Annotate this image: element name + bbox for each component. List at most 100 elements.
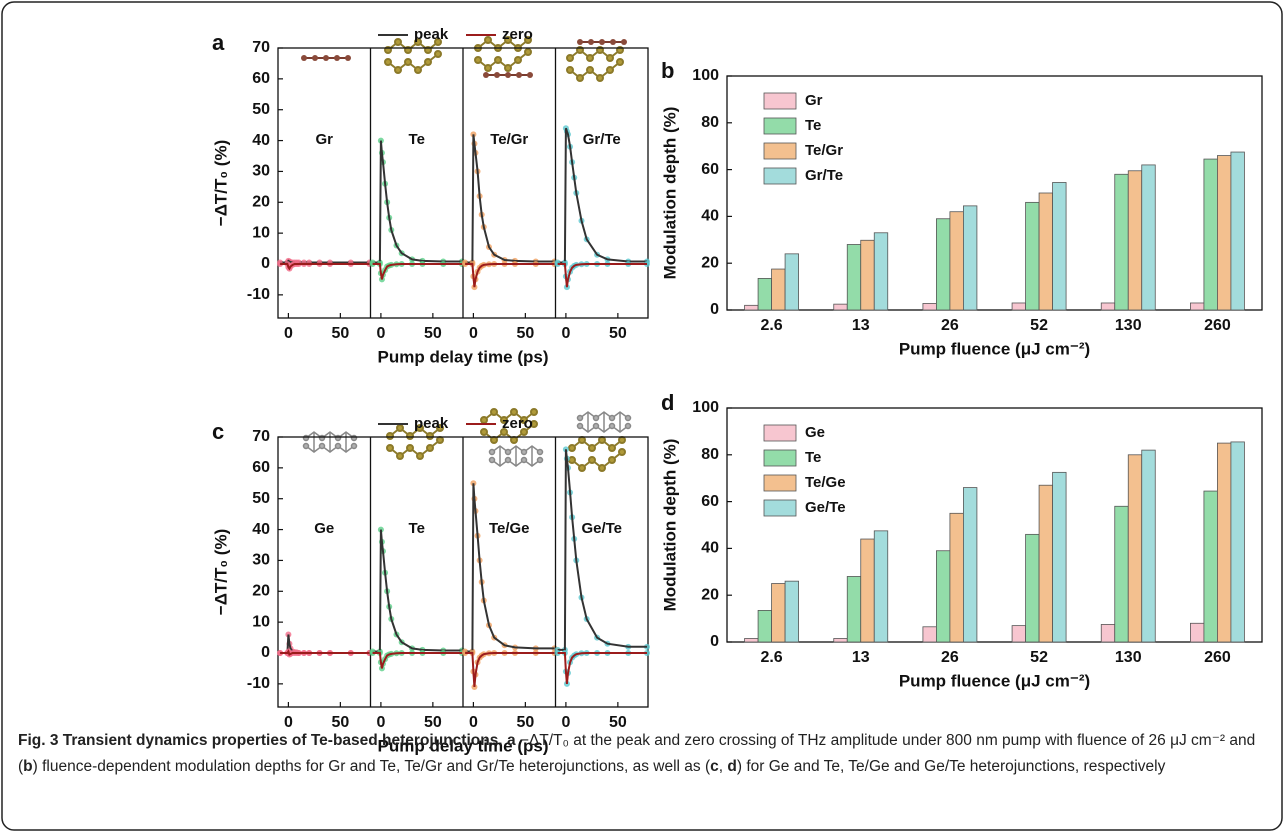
- bar: [1025, 533, 1040, 643]
- x-tick-label: 13: [852, 649, 870, 666]
- legend-swatch: [763, 117, 797, 135]
- x-tick-label: 50: [516, 325, 534, 342]
- x-tick-label: 0: [469, 714, 478, 731]
- x-tick-label: 0: [561, 325, 570, 342]
- bar: [922, 303, 937, 311]
- bar: [846, 244, 862, 311]
- axes-frame: [726, 407, 1263, 643]
- bar: [860, 239, 875, 311]
- y-tick-label: 0: [261, 255, 270, 272]
- x-tick-label: 50: [331, 714, 349, 731]
- bar: [963, 205, 978, 311]
- y-tick-label: 40: [252, 521, 270, 538]
- panel-label: b: [661, 58, 674, 83]
- y-tick-label: 40: [252, 132, 270, 149]
- x-tick-label: 130: [1115, 317, 1142, 334]
- caption-text: c: [710, 758, 719, 775]
- caption-text: ) fluence-dependent modulation depths fo…: [32, 758, 711, 775]
- x-tick-label: 260: [1204, 317, 1231, 334]
- bar: [1052, 182, 1067, 311]
- y-tick-label: 10: [252, 613, 270, 630]
- bar: [1230, 151, 1245, 311]
- bar: [922, 626, 937, 643]
- x-tick-label: 52: [1030, 649, 1048, 666]
- y-tick-label: -10: [247, 675, 270, 692]
- data-point: [554, 261, 561, 267]
- bar: [1038, 192, 1053, 311]
- legend-label: Gr: [805, 92, 823, 109]
- subplot-label: Te/Gr: [490, 131, 528, 148]
- caption-text: a: [506, 732, 516, 749]
- panel-label: c: [212, 419, 224, 444]
- bar: [784, 580, 799, 643]
- subplot-label: Gr: [315, 131, 333, 148]
- y-tick-label: 40: [701, 208, 719, 225]
- x-tick-label: 50: [424, 325, 442, 342]
- bar: [860, 538, 875, 643]
- y-tick-label: -10: [247, 286, 270, 303]
- legend-swatch: [763, 449, 797, 467]
- x-tick-label: 13: [852, 317, 870, 334]
- x-tick-label: 0: [376, 325, 385, 342]
- x-tick-label: 50: [609, 325, 627, 342]
- caption-text: Fig. 3 Transient dynamics properties of …: [18, 732, 503, 749]
- x-axis-label: Pump delay time (ps): [378, 347, 549, 366]
- bar: [771, 268, 786, 311]
- bar: [784, 253, 799, 311]
- bar: [1025, 201, 1040, 311]
- fit-line: [557, 449, 647, 651]
- fit-line: [557, 127, 647, 264]
- legend-swatch: [763, 142, 797, 160]
- bar: [1011, 625, 1026, 643]
- bar: [1217, 155, 1232, 311]
- bar: [1127, 454, 1143, 643]
- bar: [833, 303, 848, 311]
- data-point: [462, 650, 469, 656]
- x-tick-label: 52: [1030, 317, 1048, 334]
- legend-label: Te/Gr: [805, 142, 843, 159]
- x-tick-label: 50: [516, 714, 534, 731]
- y-tick-label: 40: [701, 540, 719, 557]
- bar: [1230, 441, 1245, 643]
- bar: [1141, 449, 1156, 643]
- bar: [1217, 442, 1232, 643]
- x-tick-label: 0: [284, 714, 293, 731]
- bar: [833, 638, 848, 643]
- x-tick-label: 26: [941, 317, 959, 334]
- bar: [936, 218, 951, 311]
- caption-text: d: [727, 758, 737, 775]
- data-point: [277, 650, 284, 656]
- x-tick-label: 0: [561, 714, 570, 731]
- caption-text: −ΔT/T₀ at the peak and zero crossing of …: [18, 732, 1256, 775]
- axes-frame: [726, 75, 1263, 311]
- y-tick-label: 20: [701, 254, 719, 271]
- panel-label: d: [661, 390, 674, 415]
- x-tick-label: 2.6: [760, 649, 782, 666]
- y-tick-label: 10: [252, 224, 270, 241]
- x-tick-label: 0: [284, 325, 293, 342]
- legend-label: peak: [414, 26, 449, 43]
- subplot-label: Ge/Te: [581, 520, 622, 537]
- fit-line: [465, 652, 555, 687]
- legend-swatch: [763, 499, 797, 517]
- fit-line: [557, 652, 647, 685]
- inset-structures: [300, 36, 632, 472]
- fit-line: [372, 529, 462, 653]
- bar: [949, 211, 964, 311]
- subplot-label: Te: [409, 520, 425, 537]
- y-tick-label: 20: [252, 194, 270, 211]
- legend-label: zero: [502, 415, 533, 432]
- subplot-label: Te: [409, 131, 425, 148]
- bar: [873, 530, 889, 643]
- x-tick-label: 50: [424, 714, 442, 731]
- data-point: [277, 261, 284, 267]
- bar: [1203, 490, 1218, 643]
- y-tick-label: 0: [261, 644, 270, 661]
- bar: [744, 638, 759, 643]
- legend-label: zero: [502, 26, 533, 43]
- y-tick-label: 100: [692, 399, 719, 416]
- y-tick-label: 70: [252, 428, 270, 445]
- bar: [771, 583, 786, 643]
